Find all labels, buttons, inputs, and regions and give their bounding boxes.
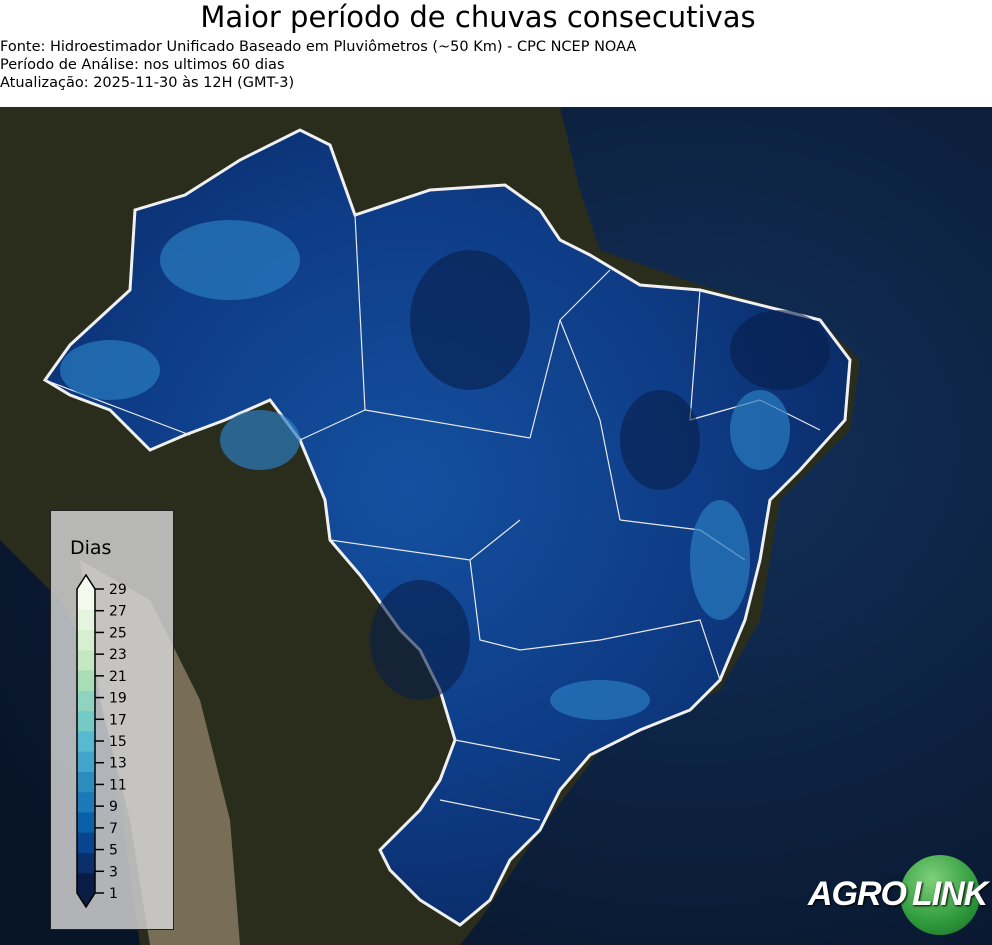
colorbar-tick-label: 23 (109, 647, 127, 663)
colorbar-segment (76, 649, 95, 671)
period-text: Período de Análise: nos ultimos 60 dias (0, 57, 285, 73)
source-text: Fonte: Hidroestimador Unificado Baseado … (0, 39, 637, 55)
colorbar-tick-label: 1 (109, 886, 118, 902)
colorbar-tick-label: 25 (109, 625, 127, 641)
colorbar-bottom-arrow (76, 892, 95, 907)
page-title: Maior período de chuvas consecutivas (200, 0, 756, 34)
colorbar-tick-label: 11 (109, 777, 127, 793)
colorbar-tick-label: 29 (109, 582, 127, 598)
colorbar-segment (76, 851, 95, 873)
colorbar-segment (76, 872, 95, 893)
rain-map (0, 107, 992, 945)
colorbar-segment (76, 770, 95, 792)
colorbar-tick-label: 5 (109, 842, 118, 858)
colorbar-segment (76, 730, 95, 752)
colorbar: 29 27 25 23 21 19 17 15 13 11 9 7 5 3 1 (75, 573, 127, 908)
colorbar-top-arrow (76, 574, 95, 589)
colorbar-segment (76, 811, 95, 833)
colorbar-tick-label: 19 (109, 690, 127, 706)
colorbar-segment (76, 791, 95, 812)
colorbar-tick-label: 15 (109, 734, 127, 750)
logo-text: AGRO LINK (808, 875, 988, 913)
legend-title: Dias (70, 537, 112, 559)
colorbar-segment (76, 588, 95, 610)
logo-circle (900, 855, 980, 935)
colorbar-segment (76, 669, 95, 691)
colorbar-legend: Dias 29 27 25 23 21 19 17 15 13 11 9 7 5 3 1 (50, 510, 174, 930)
brazil-field (42, 128, 852, 927)
colorbar-tick-label: 9 (109, 799, 118, 815)
colorbar-tick-label: 13 (109, 755, 127, 771)
colorbar-tick-label: 27 (109, 603, 127, 619)
colorbar-segment (76, 831, 95, 853)
agrolink-logo: AGRO LINK (808, 855, 988, 935)
colorbar-tick-label: 3 (109, 864, 118, 880)
colorbar-tick-label: 21 (109, 668, 127, 684)
updated-text: Atualização: 2025-11-30 às 12H (GMT-3) (0, 75, 295, 91)
colorbar-segment (76, 608, 95, 630)
colorbar-segment (76, 689, 95, 711)
lighter-rain-patches (60, 220, 790, 720)
colorbar-tick-label: 7 (109, 820, 118, 836)
colorbar-segment (76, 750, 95, 772)
darker-rain-patches (370, 250, 830, 700)
colorbar-tick-label: 17 (109, 712, 127, 728)
colorbar-segment (76, 710, 95, 731)
colorbar-segment (76, 629, 95, 650)
